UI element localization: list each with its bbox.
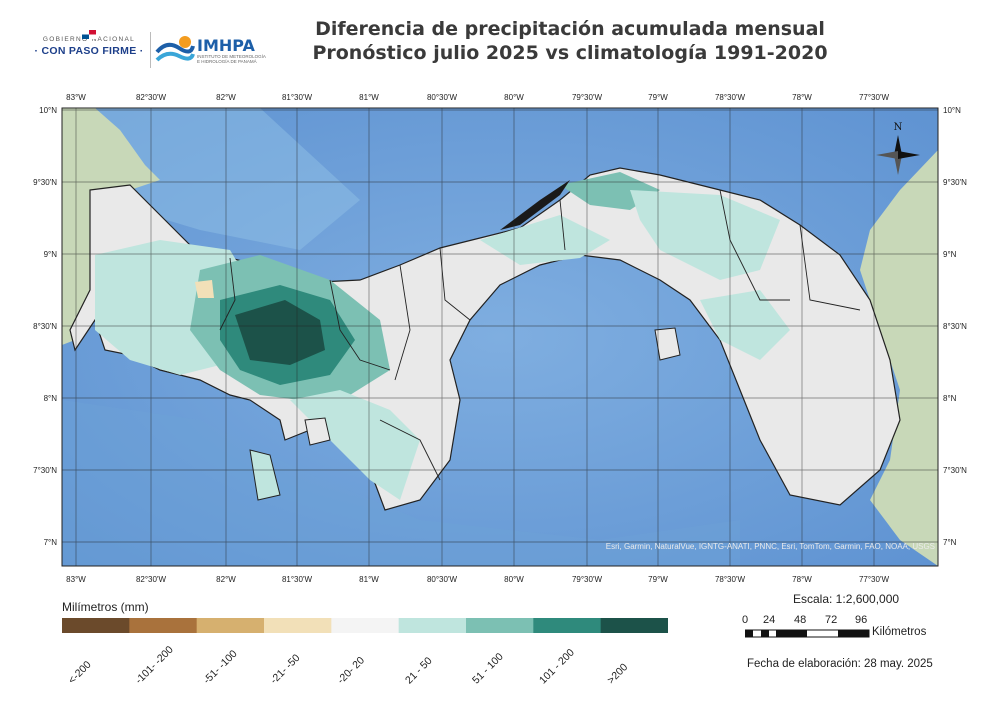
map-title: Diferencia de precipitación acumulada me… — [315, 18, 825, 40]
lon-tick-label-bottom: 82°30'W — [136, 575, 167, 584]
lon-tick-label-top: 77°30'W — [859, 93, 890, 102]
lat-tick-label-left: 8°30'N — [33, 322, 57, 331]
attribution: Esri, Garmin, NaturalVue, IGNTG-ANATI, P… — [606, 542, 935, 551]
zone-21-50-north — [480, 215, 610, 265]
imhpa-logo: IMHPA INSTITUTO DE METEOROLOGÍA E HIDROL… — [155, 32, 266, 68]
gobierno-logo: GOBIERNO NACIONAL · CON PASO FIRME · — [30, 30, 148, 57]
scale-bar — [745, 629, 870, 638]
lat-tick-label-right: 8°N — [943, 394, 957, 403]
coiba-island — [304, 417, 331, 446]
lat-tick-label-left: 9°N — [44, 250, 58, 259]
map-frame — [61, 107, 939, 567]
map-ticks: 83°W 83°W 82°30'W 82°30'W 82°W 82°W 81°30'W 81°… — [33, 93, 967, 584]
legend-swatch-4 — [331, 618, 400, 633]
scale-tick-label: 72 — [825, 614, 838, 626]
lon-tick-label-bottom: 77°30'W — [859, 575, 890, 584]
lat-tick-label-right: 9°N — [943, 250, 957, 259]
zone-21-50-islands — [249, 449, 281, 501]
legend-swatch-0 — [62, 618, 130, 633]
legend-swatch-1 — [129, 618, 198, 633]
scale-label: Escala: 1:2,600,000 — [793, 592, 900, 606]
legend-swatch-5 — [398, 618, 467, 633]
pearl-islands — [654, 327, 681, 361]
lon-tick-label-bottom: 79°W — [648, 575, 668, 584]
legend-swatch-8 — [600, 618, 668, 633]
zone-neg-21-50 — [195, 280, 214, 298]
imhpa-text: IMHPA — [197, 36, 255, 55]
legend-swatch-3 — [264, 618, 332, 633]
gobierno-main-text: · CON PASO FIRME · — [34, 45, 144, 57]
lon-tick-label-bottom: 78°30'W — [715, 575, 746, 584]
lon-tick-label-bottom: 81°W — [359, 575, 379, 584]
lon-tick-label-top: 79°W — [648, 93, 668, 102]
lat-tick-label-right: 10°N — [943, 106, 961, 115]
north-label: N — [894, 122, 903, 133]
lon-tick-label-top: 81°W — [359, 93, 379, 102]
province-borders — [219, 189, 861, 481]
lon-tick-label-top: 78°W — [792, 93, 812, 102]
lat-tick-label-left: 9°30'N — [33, 178, 57, 187]
lon-tick-label-bottom: 80°W — [504, 575, 524, 584]
lon-tick-label-top: 80°W — [504, 93, 524, 102]
zone-21-50-azuero — [290, 390, 420, 500]
legend-swatch-2 — [196, 618, 265, 633]
lat-tick-label-right: 7°30'N — [943, 466, 967, 475]
lon-tick-label-top: 78°30'W — [715, 93, 746, 102]
legend-swatch-6 — [466, 618, 534, 633]
imhpa-subtext: INSTITUTO DE METEOROLOGÍA E HIDROLOGÍA D… — [197, 54, 266, 64]
map-subtitle: Pronóstico julio 2025 vs climatología 19… — [312, 42, 828, 64]
zone-21-50-east — [630, 190, 780, 280]
scale-tick-label: 48 — [794, 614, 807, 626]
lon-tick-label-top: 83°W — [66, 93, 86, 102]
graticule — [62, 108, 938, 566]
lon-tick-label-top: 80°30'W — [427, 93, 458, 102]
lon-tick-label-top: 82°W — [216, 93, 236, 102]
legend-bar — [62, 618, 668, 633]
lon-tick-label-bottom: 82°W — [216, 575, 236, 584]
imhpa-wave-icon — [155, 36, 195, 62]
lat-tick-label-right: 7°N — [943, 538, 957, 547]
scale-unit: Kilómetros — [872, 626, 927, 638]
map-body: Esri, Garmin, NaturalVue, IGNTG-ANATI, P… — [62, 108, 938, 566]
zone-gt-200 — [235, 300, 325, 365]
lat-tick-label-left: 7°30'N — [33, 466, 57, 475]
scale-tick-label: 96 — [855, 614, 868, 626]
lon-tick-label-top: 79°30'W — [572, 93, 603, 102]
legend-title: Milímetros (mm) — [62, 600, 149, 614]
fecha-elaboracion: Fecha de elaboración: 28 may. 2025 — [747, 658, 933, 670]
logo-divider — [150, 32, 151, 68]
lon-tick-label-bottom: 78°W — [792, 575, 812, 584]
lon-tick-label-bottom: 81°30'W — [282, 575, 313, 584]
san-blas-islands — [500, 180, 570, 230]
shallow-pacific — [62, 400, 740, 566]
scale-tick-label: 0 — [742, 614, 749, 626]
zone-21-50-darien — [700, 290, 790, 360]
lat-tick-label-left: 8°N — [44, 394, 58, 403]
costa-rica-land — [62, 108, 160, 345]
shallow-caribbean — [62, 108, 360, 250]
panama-flag-icon — [82, 30, 96, 39]
scale-tick-label: 24 — [763, 614, 776, 626]
lon-tick-label-top: 82°30'W — [136, 93, 167, 102]
lon-tick-label-bottom: 80°30'W — [427, 575, 458, 584]
lon-tick-label-bottom: 79°30'W — [572, 575, 603, 584]
lat-tick-label-right: 9°30'N — [943, 178, 967, 187]
legend-swatch-7 — [533, 618, 602, 633]
lat-tick-label-left: 7°N — [44, 538, 58, 547]
north-arrow-icon: N — [876, 122, 920, 175]
gobierno-top-text: GOBIERNO NACIONAL — [42, 36, 136, 43]
lat-tick-label-right: 8°30'N — [943, 322, 967, 331]
lat-tick-label-left: 10°N — [39, 106, 57, 115]
lon-tick-label-top: 81°30'W — [282, 93, 313, 102]
lon-tick-label-bottom: 83°W — [66, 575, 86, 584]
